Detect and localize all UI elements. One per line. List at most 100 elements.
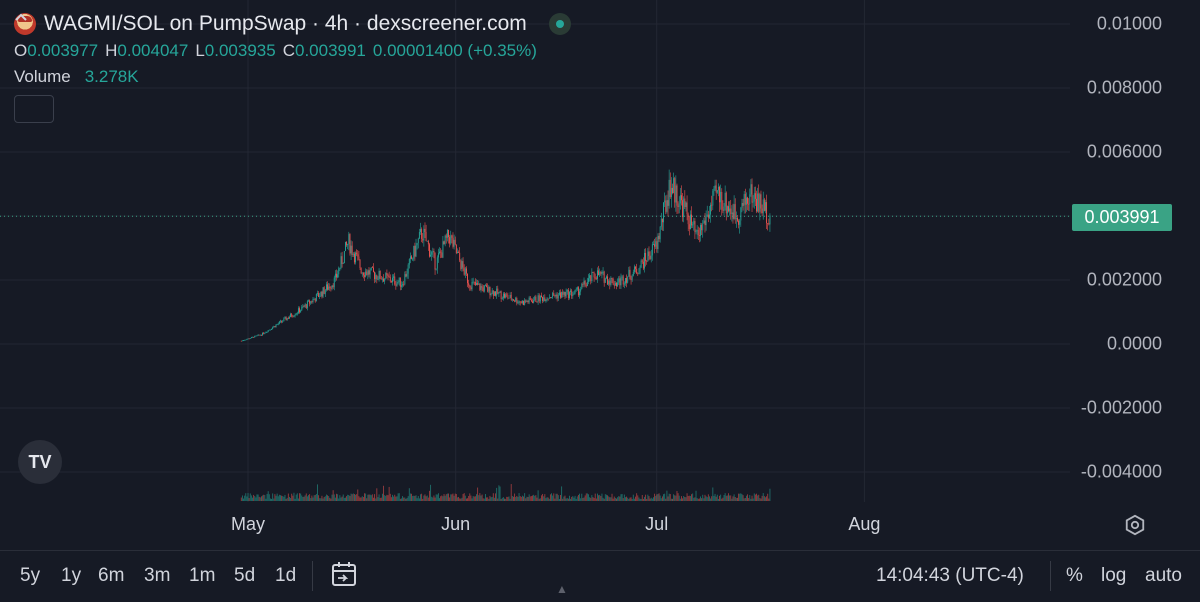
candle-body	[546, 298, 548, 300]
candle-body	[264, 332, 266, 334]
volume-bar	[398, 493, 400, 501]
candle-body	[266, 331, 268, 333]
volume-bar	[754, 494, 756, 501]
volume-bar	[343, 497, 345, 501]
high-value: 0.004047	[117, 41, 189, 60]
settings-icon[interactable]	[1124, 514, 1146, 536]
timeframe-3m-button[interactable]: 3m	[144, 565, 171, 586]
volume-bar	[458, 496, 460, 501]
candle-body	[651, 244, 653, 256]
candle-body	[572, 294, 574, 297]
candle-body	[482, 287, 484, 292]
candle-body	[604, 278, 606, 283]
volume-bar	[381, 493, 383, 501]
volume-bar	[726, 495, 728, 501]
volume-bar	[487, 497, 489, 501]
auto-mode-button[interactable]: auto	[1145, 565, 1182, 586]
candle-body	[733, 204, 735, 219]
volume-bar	[582, 498, 584, 501]
candle-body	[405, 274, 407, 277]
candle-body	[338, 268, 340, 275]
volume-bar	[319, 498, 321, 501]
candle-body	[756, 198, 757, 212]
candle-body	[600, 271, 602, 274]
timeframe-5d-button[interactable]: 5d	[234, 565, 256, 586]
candle-body	[312, 299, 314, 303]
candle-body	[472, 281, 474, 283]
volume-bar	[704, 494, 706, 501]
volume-bar	[406, 497, 408, 501]
candle-body	[368, 270, 370, 275]
candle-body	[679, 195, 681, 204]
candle-body	[714, 185, 716, 189]
volume-bar	[464, 495, 466, 501]
collapse-legend-button[interactable]	[14, 13, 54, 123]
volume-bar	[635, 496, 636, 501]
volume-bar	[547, 497, 549, 501]
timeframe-1y-button[interactable]: 1y	[61, 565, 82, 586]
volume-bar	[504, 498, 505, 501]
candle-body	[384, 278, 386, 282]
volume-bar	[741, 494, 743, 501]
candle-body	[297, 308, 299, 314]
volume-bar	[289, 496, 290, 501]
volume-bar	[320, 498, 322, 501]
candle-body	[590, 275, 592, 282]
volume-bar	[434, 497, 436, 501]
volume-bar	[728, 493, 729, 501]
candle-body	[287, 317, 289, 319]
candle-body	[469, 285, 471, 288]
candle-body	[301, 306, 303, 311]
volume-bar	[440, 496, 442, 501]
volume-bar	[614, 497, 616, 501]
timeframe-6m-button[interactable]: 6m	[98, 565, 125, 586]
percent-mode-button[interactable]: %	[1066, 565, 1083, 586]
candle-body	[760, 194, 762, 209]
volume-bar	[684, 497, 686, 501]
volume-bar	[677, 493, 679, 501]
candlestick-chart-svg[interactable]	[0, 0, 1200, 550]
candle-body	[739, 220, 741, 225]
candle-body	[309, 300, 311, 304]
candle-body	[636, 268, 638, 274]
candle-body	[381, 278, 383, 280]
clock-time[interactable]: 14:04:43 (UTC-4)	[876, 565, 1024, 586]
candle-body	[465, 268, 467, 274]
volume-bar	[595, 498, 597, 501]
timeframe-5y-button[interactable]: 5y	[20, 565, 41, 586]
tradingview-logo-icon[interactable]: TV	[18, 440, 62, 484]
candle-body	[620, 277, 622, 286]
candle-body	[646, 261, 648, 262]
volume-bar	[342, 494, 344, 501]
candle-body	[743, 194, 745, 206]
candle-body	[357, 254, 359, 257]
timeframe-1d-button[interactable]: 1d	[275, 565, 297, 586]
candle-body	[250, 337, 252, 339]
candle-body	[645, 252, 647, 262]
candle-body	[435, 268, 437, 270]
go-to-date-icon[interactable]	[330, 559, 358, 589]
candle-body	[359, 259, 361, 269]
volume-bar	[674, 495, 676, 501]
volume-bar	[375, 498, 377, 501]
candle-body	[527, 301, 529, 303]
volume-bar	[730, 495, 732, 501]
expand-arrow-icon[interactable]: ▲	[556, 582, 568, 596]
volume-bar	[262, 495, 264, 501]
time-tick-label: Jul	[645, 514, 669, 534]
volume-bar	[408, 488, 410, 501]
volume-bar	[556, 493, 558, 501]
volume-bar	[301, 495, 303, 501]
timeframe-1m-button[interactable]: 1m	[189, 565, 216, 586]
candle-body	[345, 241, 346, 252]
candle-body	[721, 191, 723, 210]
volume-bar	[762, 493, 764, 501]
candle-body	[483, 285, 485, 292]
volume-bar	[461, 497, 463, 501]
log-mode-button[interactable]: log	[1101, 565, 1127, 586]
candle-body	[586, 281, 588, 287]
live-status-icon	[548, 13, 571, 35]
volume-bar	[683, 495, 685, 501]
volume-bar	[388, 486, 390, 501]
